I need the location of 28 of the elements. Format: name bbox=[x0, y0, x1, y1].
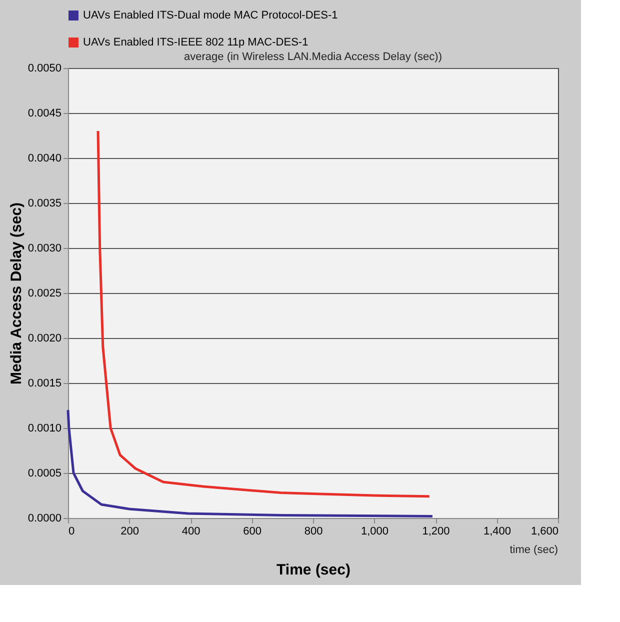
legend-label: UAVs Enabled ITS-IEEE 802 11p MAC-DES-1 bbox=[83, 36, 308, 48]
y-axis-title: Media Access Delay (sec) bbox=[8, 202, 25, 385]
chart-title: average (in Wireless LAN.Media Access Delay (sec)) bbox=[184, 51, 442, 63]
line-series bbox=[96, 130, 431, 498]
x-tick-label: 1,000 bbox=[360, 526, 389, 538]
x-tick-label: 1,600 bbox=[530, 526, 558, 538]
x-tick-label: 800 bbox=[304, 526, 323, 538]
line-series bbox=[66, 408, 434, 518]
y-tick-label: 0.0025 bbox=[28, 288, 62, 300]
y-tick-label: 0.0010 bbox=[28, 422, 62, 434]
x-tick-label: 1,200 bbox=[422, 526, 450, 538]
y-tick-label: 0.0005 bbox=[28, 468, 62, 480]
x-tick-label: 200 bbox=[120, 526, 139, 538]
y-tick-label: 0.0050 bbox=[28, 62, 62, 74]
y-tick-label: 0.0040 bbox=[28, 152, 62, 164]
text: time (sec) bbox=[510, 544, 558, 556]
x-tick-label: 1,400 bbox=[483, 526, 512, 538]
y-tick-label: 0.0015 bbox=[28, 378, 62, 390]
x-tick-label: 0 bbox=[68, 526, 75, 538]
legend-label: UAVs Enabled ITS-Dual mode MAC Protocol-DES-1 bbox=[83, 10, 338, 22]
y-tick-label: 0.0030 bbox=[28, 242, 62, 254]
x-tick-label: 400 bbox=[182, 526, 200, 538]
y-tick-label: 0.0020 bbox=[28, 332, 62, 344]
x-tick-label: 600 bbox=[243, 526, 262, 538]
y-tick-label: 0.0045 bbox=[28, 108, 62, 120]
y-tick-label: 0.0000 bbox=[28, 512, 62, 524]
y-tick-label: 0.0035 bbox=[28, 198, 62, 210]
x-axis-title: Time (sec) bbox=[276, 562, 350, 578]
